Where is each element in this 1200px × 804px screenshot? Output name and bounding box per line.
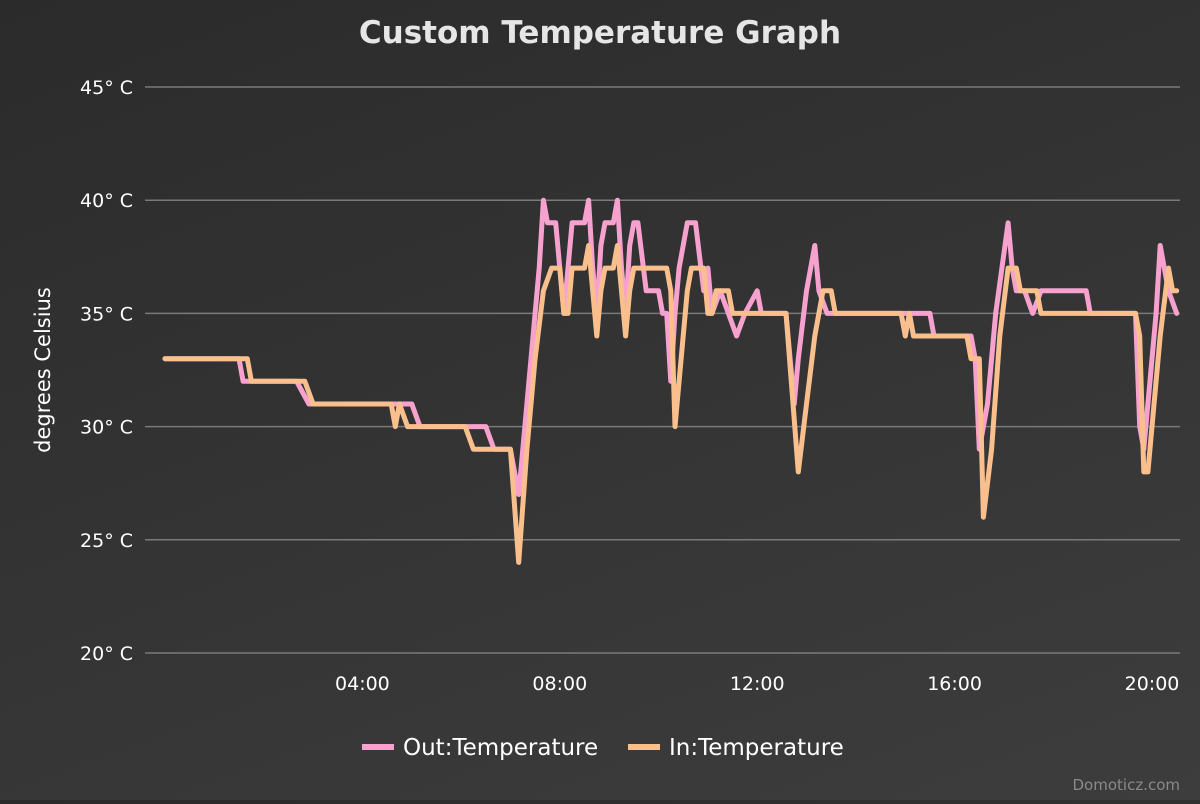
legend-item-in-temperature[interactable]: In:Temperature (669, 735, 844, 761)
x-tick-label: 16:00 (927, 673, 982, 695)
y-tick-label: 40° C (80, 190, 133, 212)
credits-link[interactable]: Domoticz.com (1073, 776, 1181, 794)
series-lines (162, 197, 1180, 565)
x-tick-label: 04:00 (335, 673, 390, 695)
y-axis-label: degrees Celsius (31, 287, 55, 453)
y-tick-label: 25° C (80, 530, 133, 552)
y-tick-label: 30° C (80, 417, 133, 439)
y-tick-label: 35° C (80, 303, 133, 325)
y-tick-label: 45° C (80, 77, 133, 99)
grid-lines (145, 86, 1180, 654)
series-line-out-temperature[interactable] (162, 197, 1180, 497)
x-tick-label: 12:00 (730, 673, 785, 695)
y-axis-tick-labels: 20° C 25° C 30° C 35° C 40° C 45° C (80, 77, 133, 665)
series-line-in-temperature[interactable] (162, 243, 1180, 565)
y-tick-label: 20° C (80, 643, 133, 665)
x-axis-tick-labels: 04:00 08:00 12:00 16:00 20:00 (335, 673, 1179, 695)
legend-item-out-temperature[interactable]: Out:Temperature (403, 735, 598, 761)
legend: Out:Temperature In:Temperature (362, 735, 844, 761)
x-tick-label: 08:00 (532, 673, 587, 695)
x-tick-label: 20:00 (1125, 673, 1180, 695)
chart-title: Custom Temperature Graph (359, 15, 841, 51)
